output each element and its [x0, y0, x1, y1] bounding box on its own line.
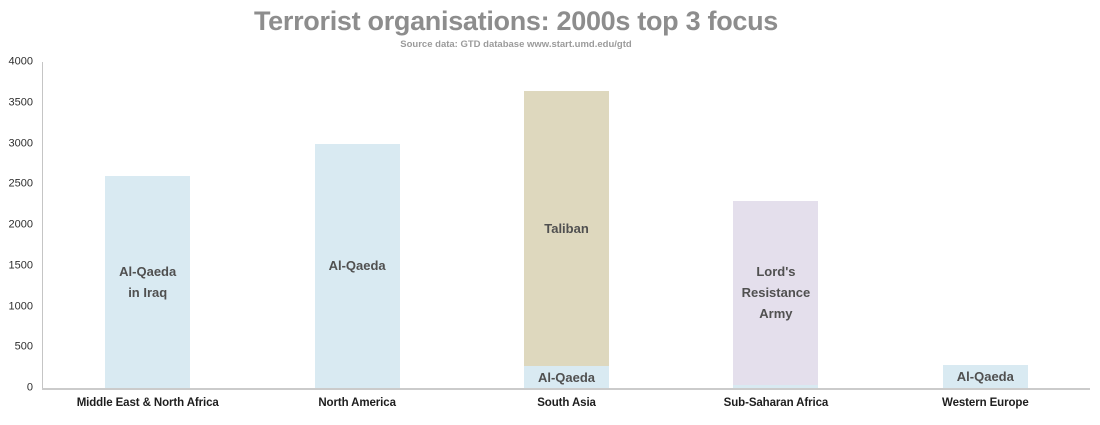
- stacked-bar: Taliban Al-Qaeda: [524, 90, 610, 388]
- bar-groups: Al-Qaeda in Iraq Middle East & North Afric…: [43, 62, 1090, 409]
- bar-segment-label: Lord's: [756, 264, 796, 280]
- bar-segment-label: Resistance: [741, 285, 811, 301]
- y-tick-label: 4000: [8, 55, 33, 68]
- bar-segment: Al-Qaeda: [524, 366, 610, 388]
- y-tick-label: 3500: [8, 96, 33, 109]
- stacked-bar: Lord's Resistance Army: [733, 200, 819, 388]
- x-category-label: South Asia: [537, 397, 596, 409]
- bar-group: Al-Qaeda Western Europe: [881, 62, 1090, 409]
- y-tick-label: 500: [14, 340, 33, 353]
- y-tick-label: 3000: [8, 137, 33, 149]
- bar-segment-label: Al-Qaeda: [119, 264, 177, 280]
- y-axis: 0 500 1000 1500 2000 2500 3000 3500 4000: [0, 56, 42, 393]
- bar-segment-label: in Iraq: [128, 285, 168, 301]
- bar-segment-label: Army: [759, 306, 793, 322]
- bar-group: Lord's Resistance Army Sub-Saharan Africa: [671, 62, 880, 409]
- y-tick-label: 2000: [8, 218, 33, 231]
- y-tick-label: 1500: [8, 259, 33, 272]
- stacked-bar: Al-Qaeda: [942, 365, 1028, 388]
- bar-segment-label: Taliban: [544, 220, 589, 236]
- x-category-label: North America: [318, 397, 396, 409]
- stacked-bar: Al-Qaeda in Iraq: [105, 176, 191, 388]
- bar-segment: Al-Qaeda: [942, 365, 1028, 388]
- bar-segment-label: Al-Qaeda: [956, 369, 1014, 385]
- y-tick-label: 2500: [8, 177, 33, 190]
- bar-group: Al-Qaeda North America: [252, 62, 461, 409]
- bar-segment: Al-Qaeda in Iraq: [105, 176, 191, 388]
- bar-group: Taliban Al-Qaeda South Asia: [462, 62, 671, 409]
- bar-segment-label: Al-Qaeda: [328, 258, 386, 274]
- x-category-label: Middle East & North Africa: [76, 397, 219, 409]
- x-category-label: Western Europe: [942, 397, 1029, 409]
- bar-group: Al-Qaeda in Iraq Middle East & North Afric…: [43, 62, 252, 409]
- chart-subtitle: Source data: GTD database www.start.umd.…: [400, 39, 632, 50]
- x-axis-line: [41, 388, 1090, 390]
- chart-title: Terrorist organisations: 2000s top 3 foc…: [253, 6, 779, 36]
- bar-segment: Lord's Resistance Army: [733, 200, 819, 385]
- y-tick-label: 1000: [8, 300, 33, 312]
- stacked-bar: Al-Qaeda: [314, 143, 400, 388]
- bar-segment: [733, 384, 819, 388]
- plot-area: Al-Qaeda in Iraq Middle East & North Afric…: [41, 62, 1090, 409]
- bar-segment-label: Al-Qaeda: [537, 369, 596, 385]
- chart-header: Terrorist organisations: 2000s top 3 foc…: [0, 0, 1032, 50]
- bar-segment: Al-Qaeda: [314, 143, 400, 388]
- y-tick-label: 0: [26, 381, 33, 394]
- bar-segment: Taliban: [524, 90, 610, 366]
- x-category-label: Sub-Saharan Africa: [723, 397, 829, 409]
